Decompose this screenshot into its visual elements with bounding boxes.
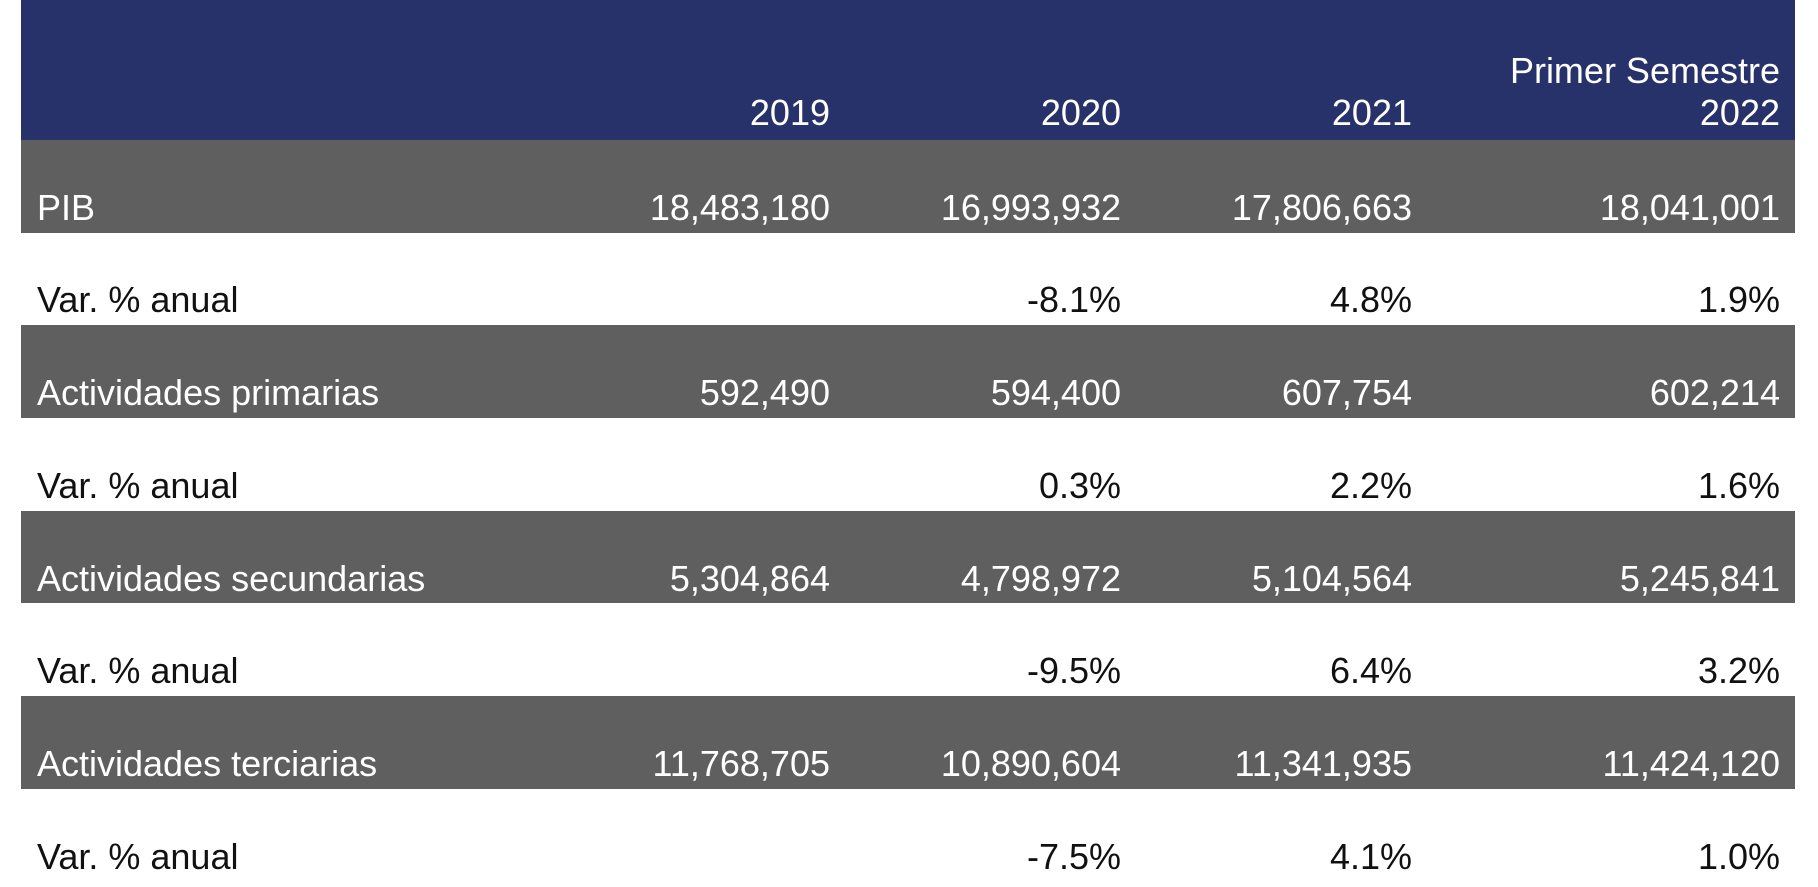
column-header: 2019 (749, 92, 830, 133)
cell-value: -9.5% (1026, 650, 1121, 692)
header-band (21, 0, 1795, 140)
cell-value: 18,041,001 (1599, 186, 1780, 228)
row-label: Var. % anual (37, 835, 239, 877)
cell-value: 18,483,180 (649, 186, 830, 228)
cell-value: 607,754 (1281, 372, 1412, 414)
cell-value: -8.1% (1026, 279, 1121, 321)
cell-value: 602,214 (1649, 372, 1780, 414)
row-band-light (21, 232, 1795, 326)
cell-value: 1.9% (1697, 279, 1780, 321)
row-label: Actividades secundarias (37, 557, 426, 599)
cell-value: 0.3% (1038, 464, 1121, 506)
cell-value: 4.1% (1329, 835, 1412, 877)
row-band-dark (21, 696, 1795, 789)
cell-value: 5,104,564 (1251, 557, 1412, 599)
cell-value: 594,400 (990, 372, 1121, 414)
cell-value: 3.2% (1697, 650, 1780, 692)
row-label: Var. % anual (37, 464, 239, 506)
cell-value: 2.2% (1329, 464, 1412, 506)
cell-value: 10,890,604 (940, 742, 1121, 784)
row-label: Actividades primarias (37, 372, 380, 414)
cell-value: 1.0% (1697, 835, 1780, 877)
row-label: Actividades terciarias (37, 742, 378, 784)
cell-value: 4,798,972 (960, 557, 1121, 599)
row-label: PIB (37, 186, 96, 228)
row-label: Var. % anual (37, 650, 239, 692)
row-label: Var. % anual (37, 279, 239, 321)
cell-value: 4.8% (1329, 279, 1412, 321)
row-band-light (21, 418, 1795, 511)
cell-value: -7.5% (1026, 835, 1121, 877)
row-band-dark (21, 510, 1795, 604)
cell-value: 1.6% (1697, 464, 1780, 506)
column-header: 2021 (1331, 92, 1412, 133)
cell-value: 11,768,705 (652, 742, 830, 784)
column-header: 2020 (1040, 92, 1121, 133)
cell-value: 16,993,932 (940, 186, 1121, 228)
row-band-dark (21, 325, 1795, 419)
cell-value: 5,304,864 (669, 557, 830, 599)
column-header: Primer Semestre 2022 (1509, 50, 1780, 133)
cell-value: 11,424,120 (1602, 742, 1780, 784)
row-band-light (21, 788, 1795, 882)
cell-value: 5,245,841 (1619, 557, 1780, 599)
row-band-light (21, 603, 1795, 697)
cell-value: 17,806,663 (1231, 186, 1412, 228)
cell-value: 592,490 (699, 372, 830, 414)
cell-value: 11,341,935 (1234, 742, 1412, 784)
cell-value: 6.4% (1329, 650, 1412, 692)
row-band-dark (21, 140, 1795, 233)
